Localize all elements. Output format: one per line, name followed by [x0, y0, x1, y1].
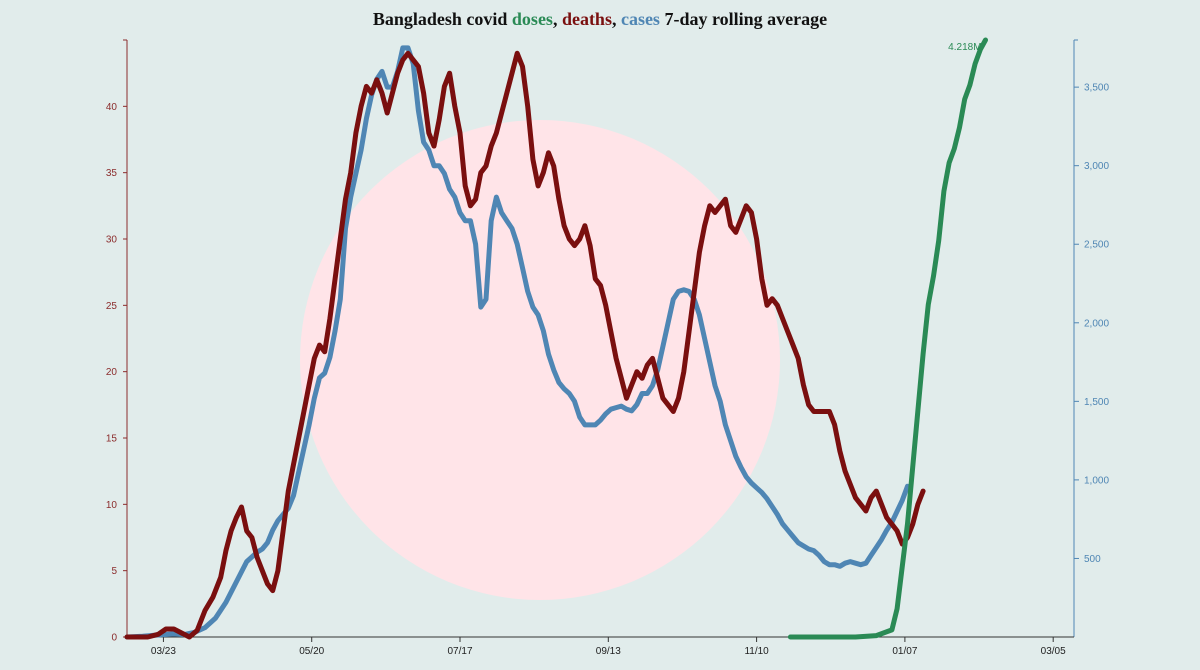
doses-line — [787, 37, 988, 640]
left-axis-tick-label: 30 — [106, 235, 118, 246]
title-deaths: deaths — [562, 9, 612, 29]
right-axis-tick-label: 1,000 — [1084, 475, 1109, 486]
title-sep1: , — [553, 9, 562, 29]
left-axis-tick-label: 10 — [106, 500, 118, 511]
right-axis-tick-label: 1,500 — [1084, 397, 1109, 408]
title-prefix: Bangladesh covid — [373, 9, 512, 29]
x-axis-tick-label: 03/23 — [151, 646, 176, 657]
title-sep2: , — [612, 9, 621, 29]
left-axis-tick-label: 40 — [106, 102, 118, 113]
title-doses: doses — [512, 9, 553, 29]
background-circle — [300, 120, 780, 600]
right-axis-tick-label: 500 — [1084, 554, 1101, 565]
x-axis-tick-label: 11/10 — [744, 646, 769, 657]
x-axis-tick-label: 01/07 — [892, 646, 917, 657]
left-axis-tick-label: 35 — [106, 168, 118, 179]
left-axis-tick-label: 15 — [106, 434, 118, 445]
title-cases: cases — [621, 9, 660, 29]
left-axis-tick-label: 25 — [106, 301, 118, 312]
axes — [123, 39, 1079, 642]
right-axis-tick-label: 2,000 — [1084, 318, 1109, 329]
x-axis-tick-label: 07/17 — [447, 646, 472, 657]
right-axis-tick-label: 2,500 — [1084, 240, 1109, 251]
doses-max-label: 4.218M — [948, 42, 981, 53]
title-suffix: 7-day rolling average — [660, 9, 827, 29]
left-axis-tick-label: 5 — [111, 566, 117, 577]
x-axis-tick-label: 09/13 — [596, 646, 621, 657]
cases-line — [124, 45, 910, 640]
series-group — [124, 37, 988, 640]
left-axis-tick-label: 0 — [111, 633, 117, 644]
labels-group: 0 5 10 15 20 25 30 35 40 500 1,000 1,500 2,000 2,500 3… — [106, 42, 1110, 657]
right-axis-tick-label: 3,500 — [1084, 83, 1109, 94]
deaths-line — [124, 50, 926, 640]
left-axis-tick-label: 20 — [106, 367, 118, 378]
chart-title: Bangladesh covid doses, deaths, cases 7-… — [373, 9, 827, 29]
x-axis-tick-label: 05/20 — [299, 646, 324, 657]
right-axis-tick-label: 3,000 — [1084, 161, 1109, 172]
x-axis-tick-label: 03/05 — [1041, 646, 1066, 657]
